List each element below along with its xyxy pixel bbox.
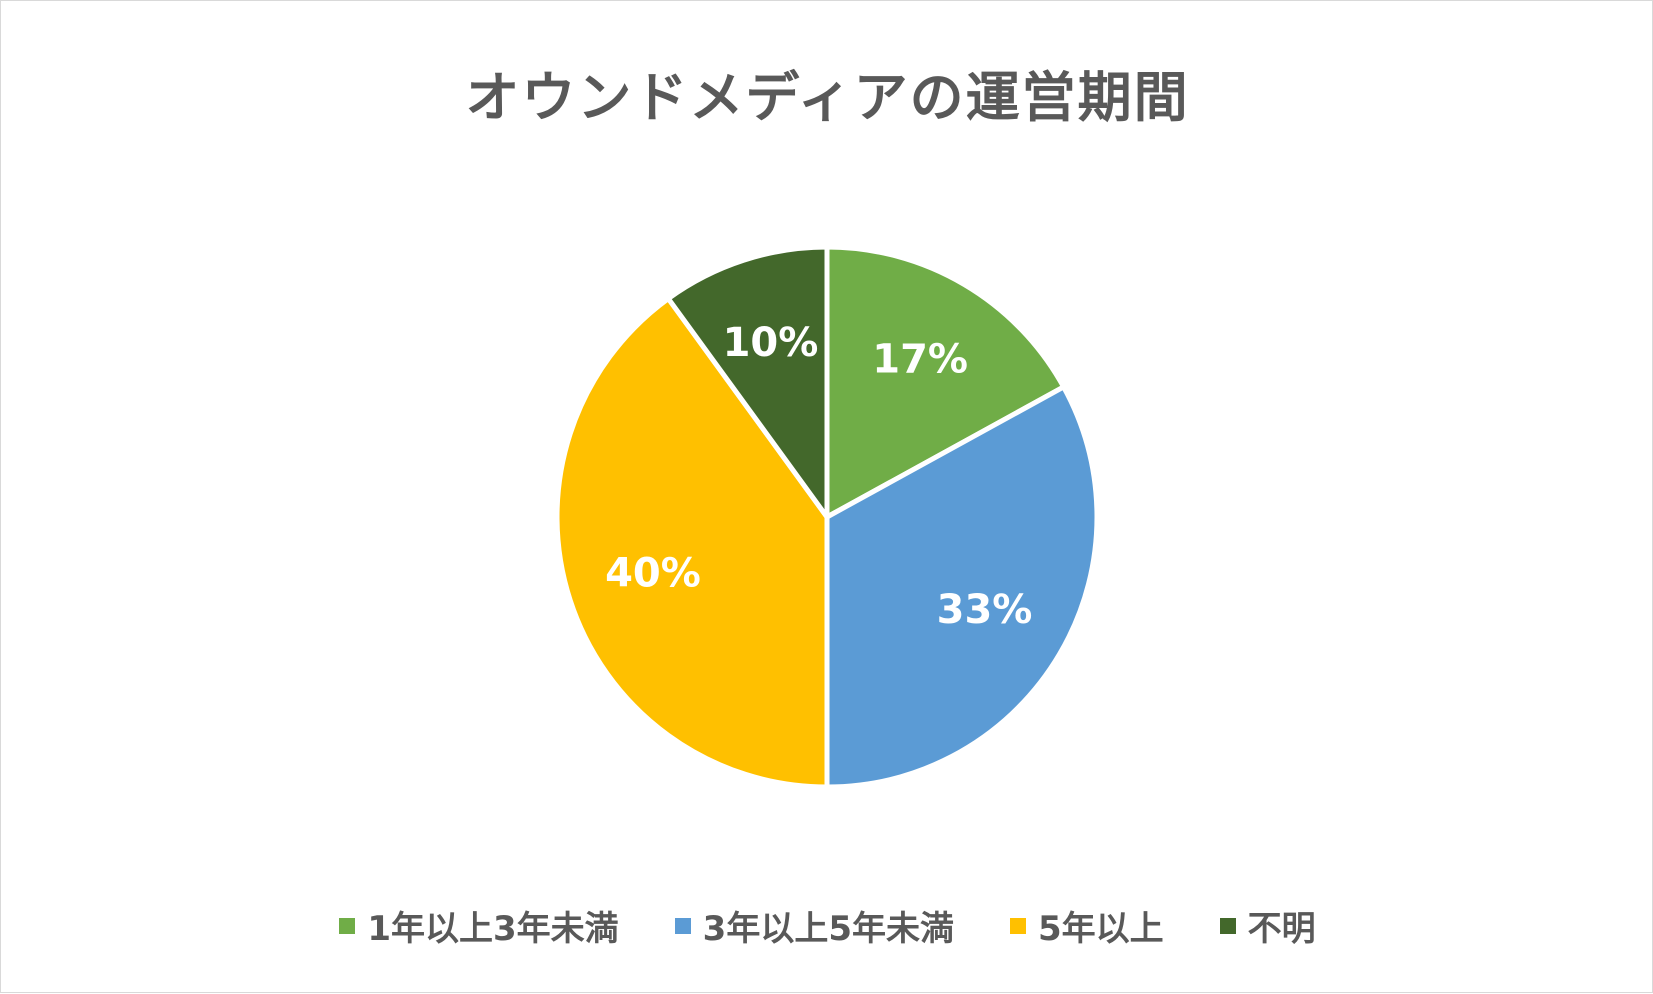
legend: 1年以上3年未満 3年以上5年未満 5年以上 不明	[1, 901, 1653, 950]
legend-item-1: 1年以上3年未満	[339, 901, 619, 950]
legend-item-2: 3年以上5年未満	[674, 901, 954, 950]
legend-swatch-1	[339, 917, 356, 934]
legend-swatch-2	[674, 917, 691, 934]
slice-label-1: 17%	[872, 336, 968, 382]
legend-swatch-3	[1009, 917, 1026, 934]
legend-label-1: 1年以上3年未満	[367, 909, 619, 949]
legend-item-4: 不明	[1219, 901, 1316, 950]
pie-slice-2	[824, 384, 1100, 790]
chart-title: オウンドメディアの運営期間	[465, 66, 1190, 129]
pie-slice-3	[554, 296, 830, 790]
slice-label-2: 33%	[937, 587, 1033, 633]
pie-slice-4	[665, 244, 830, 520]
pie-labels: 17% 33% 40% 10%	[605, 320, 1032, 633]
legend-item-3: 5年以上	[1009, 901, 1164, 950]
pie-slices	[554, 244, 1100, 790]
slice-label-3: 40%	[605, 551, 701, 597]
legend-label-2: 3年以上5年未満	[702, 909, 954, 949]
legend-swatch-4	[1219, 917, 1236, 934]
pie-slice-1	[824, 244, 1067, 520]
legend-label-3: 5年以上	[1037, 909, 1164, 949]
legend-label-4: 不明	[1247, 909, 1316, 949]
slice-label-4: 10%	[723, 320, 819, 366]
